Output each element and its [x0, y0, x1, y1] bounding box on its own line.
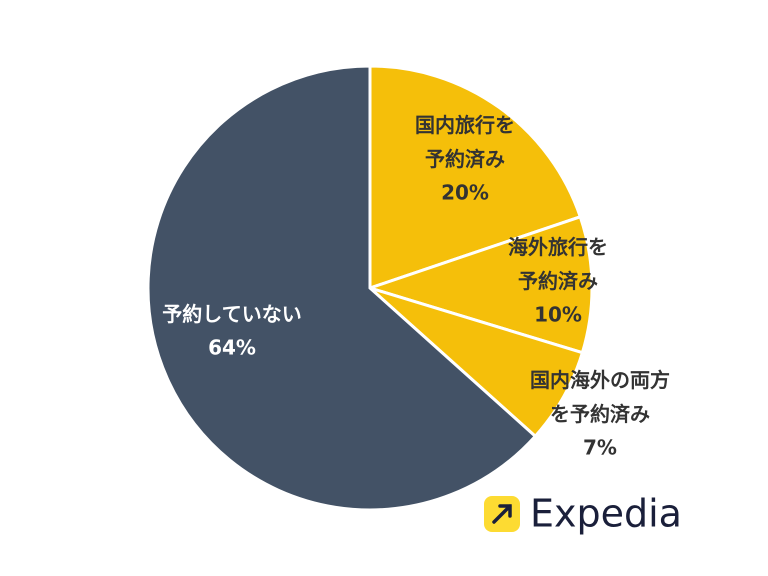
pie-slice	[368, 64, 583, 291]
pie-slice	[146, 64, 538, 512]
logo: Expedia	[484, 492, 682, 536]
slice-label: 国内海外の両方を予約済み	[530, 368, 670, 426]
pie-slice	[365, 214, 594, 355]
value-label: 7%	[583, 436, 617, 460]
value-label: 64%	[208, 336, 256, 360]
slice-label: 国内旅行を予約済み	[415, 113, 515, 171]
pie	[146, 64, 594, 512]
value-label: 20%	[441, 181, 489, 205]
logo-text: Expedia	[530, 492, 682, 536]
slice-label: 予約していない	[162, 302, 301, 326]
slice-label: 海外旅行を予約済み	[508, 235, 608, 293]
logo-arrow	[492, 504, 512, 524]
value-label: 10%	[534, 303, 582, 327]
